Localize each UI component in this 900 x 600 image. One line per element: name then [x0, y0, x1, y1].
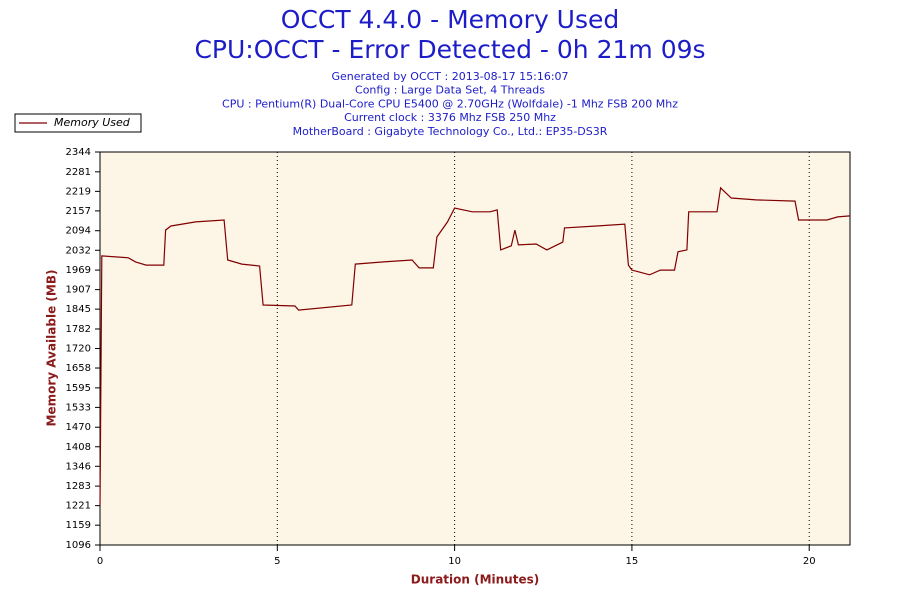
x-tick-label: 5	[274, 556, 280, 567]
y-tick-label: 2157	[66, 206, 91, 217]
y-tick-label: 1782	[66, 324, 91, 335]
x-tick-label: 10	[448, 556, 461, 567]
plot-border	[99, 151, 851, 546]
y-tick-label: 2094	[66, 226, 91, 237]
y-tick-label: 1720	[66, 344, 91, 355]
legend-label: Memory Used	[54, 116, 131, 129]
y-tick-label: 1595	[66, 383, 91, 394]
x-tick-label: 0	[97, 556, 103, 567]
y-tick-label: 1658	[66, 363, 91, 374]
y-tick-label: 1283	[66, 481, 91, 492]
info-line: Generated by OCCT : 2013-08-17 15:16:07	[331, 70, 568, 83]
y-tick-label: 1533	[66, 402, 91, 413]
y-tick-label: 1096	[66, 540, 91, 551]
y-tick-label: 1969	[66, 265, 91, 276]
y-tick-label: 1159	[66, 520, 91, 531]
info-line: CPU : Pentium(R) Dual-Core CPU E5400 @ 2…	[222, 97, 678, 110]
y-tick-label: 2032	[66, 245, 91, 256]
y-tick-label: 2219	[66, 186, 91, 197]
chart-subtitle: CPU:OCCT - Error Detected - 0h 21m 09s	[194, 35, 705, 64]
data-line	[99, 186, 851, 506]
y-tick-label: 2344	[66, 147, 91, 158]
y-tick-label: 1470	[66, 422, 91, 433]
info-line: Current clock : 3376 Mhz FSB 250 Mhz	[344, 111, 556, 124]
x-tick-label: 15	[626, 556, 639, 567]
info-line: Config : Large Data Set, 4 Threads	[355, 84, 545, 97]
y-tick-label: 2281	[66, 167, 91, 178]
y-tick-label: 1845	[66, 304, 91, 315]
y-tick-label: 1408	[66, 442, 91, 453]
y-tick-label: 1221	[66, 501, 91, 512]
chart-title: OCCT 4.4.0 - Memory Used	[281, 5, 620, 34]
y-tick-label: 1346	[66, 461, 91, 472]
x-axis-label: Duration (Minutes)	[411, 573, 539, 587]
plot-area	[100, 152, 850, 545]
y-axis-label: Memory Available (MB)	[45, 270, 59, 427]
y-tick-label: 1907	[66, 285, 91, 296]
x-tick-label: 20	[803, 556, 816, 567]
legend-box	[14, 113, 142, 133]
info-line: MotherBoard : Gigabyte Technology Co., L…	[293, 125, 608, 138]
